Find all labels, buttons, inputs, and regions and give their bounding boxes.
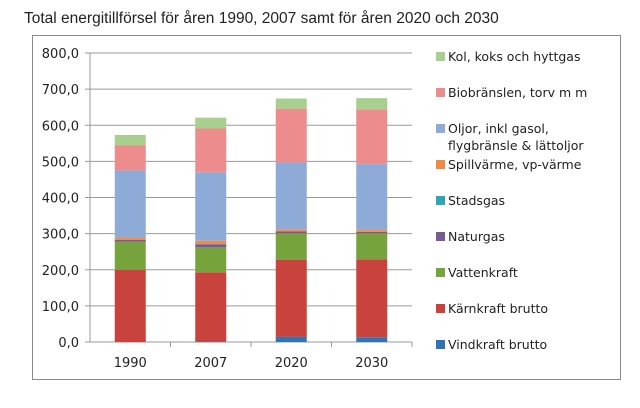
legend-swatch	[436, 340, 445, 349]
legend-label: Kärnkraft brutto	[448, 301, 548, 316]
bar-segment	[195, 240, 227, 245]
y-tick-label: 100,0	[42, 300, 79, 315]
bar-segment	[114, 241, 146, 270]
legend-label: Naturgas	[448, 229, 505, 244]
bar-segment	[114, 269, 146, 342]
legend-swatch	[436, 196, 445, 205]
legend-label: Kol, koks och hyttgas	[448, 49, 580, 64]
bar-segment	[356, 98, 388, 110]
bar-segment	[356, 337, 388, 342]
bar-segment	[275, 336, 307, 342]
bar-segment	[195, 172, 227, 241]
bar-segment	[275, 259, 307, 337]
bar-segment	[195, 128, 227, 173]
legend-label: Vindkraft brutto	[448, 337, 547, 352]
bar-segment	[114, 239, 146, 242]
y-tick-label: 700,0	[42, 83, 79, 98]
bar-segment	[114, 135, 146, 146]
y-tick-label: 400,0	[42, 192, 79, 207]
bar-segment	[114, 145, 146, 171]
y-tick-label: 0,0	[58, 336, 79, 351]
legend-swatch	[436, 160, 445, 169]
bar-segment	[356, 109, 388, 164]
legend-label: Vattenkraft	[448, 265, 518, 280]
bar-segment	[275, 229, 307, 232]
bar-segment	[356, 231, 388, 234]
bar-segment	[356, 233, 388, 260]
x-tick-label: 2030	[355, 356, 388, 371]
legend-swatch	[436, 232, 445, 241]
bar-segment	[275, 162, 307, 230]
chart-title: Total energitillförsel för åren 1990, 20…	[24, 10, 499, 27]
legend-label: Spillvärme, vp-värme	[448, 157, 582, 172]
bar-segment	[195, 117, 227, 129]
legend-swatch	[436, 124, 445, 133]
bar-segment	[195, 247, 227, 273]
y-tick-label: 300,0	[42, 228, 79, 243]
bar-segment	[195, 272, 227, 342]
bar-segment	[114, 170, 146, 238]
legend-swatch	[436, 268, 445, 277]
bar-segment	[275, 108, 307, 163]
x-tick-label: 2007	[194, 356, 227, 371]
y-tick-label: 500,0	[42, 155, 79, 170]
bar-segment	[275, 233, 307, 260]
legend-swatch	[436, 304, 445, 313]
bar-segment	[195, 244, 227, 248]
bar-segment	[275, 231, 307, 234]
legend-swatch	[436, 52, 445, 61]
y-tick-label: 200,0	[42, 264, 79, 279]
bar-segment	[356, 259, 388, 338]
y-tick-label: 800,0	[42, 47, 79, 62]
legend-swatch	[436, 88, 445, 97]
chart-frame	[32, 35, 621, 380]
y-tick-label: 600,0	[42, 119, 79, 134]
bar-segment	[275, 98, 307, 109]
bar-segment	[114, 237, 146, 240]
x-tick-label: 1990	[114, 356, 147, 371]
x-tick-label: 2020	[275, 356, 308, 371]
legend-label: Biobränslen, torv m m	[448, 85, 587, 100]
legend-label: Oljor, inkl gasol,	[448, 121, 549, 136]
bar-segment	[356, 229, 388, 232]
legend-label: Stadsgas	[448, 193, 505, 208]
bar-segment	[356, 163, 388, 230]
legend-label: flygbränsle & lättoljor	[448, 138, 584, 153]
